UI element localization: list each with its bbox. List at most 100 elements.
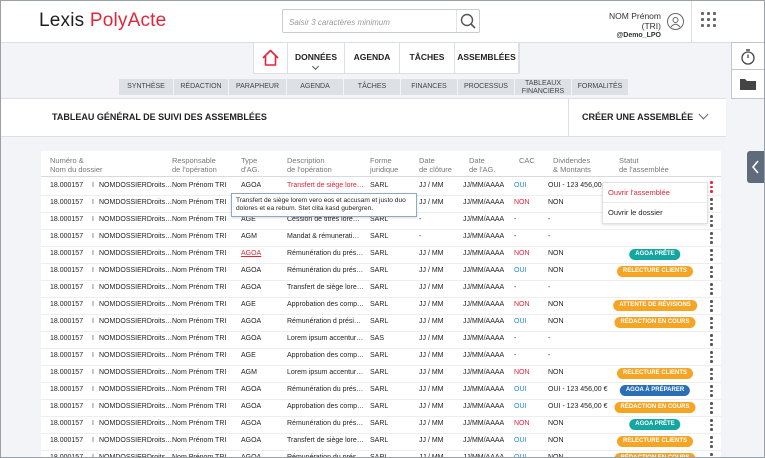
cell-cloture: JJ / MM bbox=[419, 335, 444, 342]
table-row[interactable]: 18.000157 I NOMDOSSIERDroits… Nom Prénom TR… bbox=[41, 365, 721, 383]
cell-cac: OUI bbox=[514, 403, 527, 410]
nav-tab-assemblees[interactable]: ASSEMBLÉES bbox=[455, 43, 519, 73]
cell-responsable: Nom Prénom TRI bbox=[172, 182, 227, 189]
table-row[interactable]: 18.000157 I NOMDOSSIERDroits… Nom Prénom TR… bbox=[41, 450, 721, 458]
row-actions-kebab-icon[interactable] bbox=[710, 198, 713, 210]
cell-forme: SARL bbox=[370, 267, 389, 274]
column-header-dividendes[interactable]: Dividendes & Montants bbox=[553, 156, 591, 174]
cell-description[interactable]: Transfert de siège lore… bbox=[287, 182, 364, 189]
column-header-cloture[interactable]: Date de clôture bbox=[419, 156, 452, 174]
cell-type: AGOA bbox=[241, 403, 262, 410]
table-row[interactable]: 18.000157 I NOMDOSSIERDroits… Nom Prénom TR… bbox=[41, 382, 721, 400]
home-icon[interactable] bbox=[254, 43, 288, 73]
kebab-dot bbox=[710, 436, 713, 439]
row-actions-kebab-icon[interactable] bbox=[710, 300, 713, 312]
cell-responsable: Nom Prénom TRI bbox=[172, 420, 227, 427]
nav-tab-taches[interactable]: TÂCHES bbox=[400, 43, 455, 73]
row-actions-kebab-icon[interactable] bbox=[710, 283, 713, 295]
subnav-item-synthese[interactable]: SYNTHÈSE bbox=[119, 79, 174, 95]
row-actions-kebab-icon[interactable] bbox=[710, 266, 713, 278]
cell-cloture: JJ / MM bbox=[419, 250, 444, 257]
row-actions-kebab-icon[interactable] bbox=[710, 453, 713, 457]
subnav-item-formalites[interactable]: FORMALITÉS bbox=[572, 79, 629, 95]
row-actions-kebab-icon[interactable] bbox=[710, 249, 713, 261]
cell-date-ag: JJ/MM/AAAA bbox=[463, 403, 505, 410]
open-assembly-menu-item[interactable]: Ouvrir l'assemblée bbox=[608, 188, 670, 197]
column-header-description[interactable]: Description de l'opération bbox=[287, 156, 332, 174]
table-row[interactable]: 18.000157 I NOMDOSSIERDroits… Nom Prénom TR… bbox=[41, 348, 721, 366]
subnav-item-redaction[interactable]: RÉDACTION bbox=[174, 79, 229, 95]
table-row[interactable]: 18.000157 I NOMDOSSIERDroits… Nom Prénom TR… bbox=[41, 280, 721, 298]
search-icon[interactable] bbox=[456, 10, 479, 32]
cell-separator: I bbox=[92, 250, 94, 257]
row-actions-kebab-icon[interactable] bbox=[710, 334, 713, 346]
subnav-item-parapheur[interactable]: PARAPHEUR bbox=[229, 79, 287, 95]
subnav-item-tableaux-financiers[interactable]: TABLEAUX FINANCIERS bbox=[515, 79, 572, 95]
cell-separator: I bbox=[92, 267, 94, 274]
kebab-dot bbox=[710, 215, 713, 218]
cell-numero: 18.000157 bbox=[50, 454, 84, 458]
cell-dividendes: OUI - 123 456,00 € bbox=[548, 182, 608, 189]
table-row[interactable]: 18.000157 I NOMDOSSIERDroits… Nom Prénom TR… bbox=[41, 399, 721, 417]
user-avatar-icon[interactable] bbox=[667, 13, 684, 30]
row-actions-kebab-icon[interactable] bbox=[710, 419, 713, 431]
column-header-type[interactable]: Type d'AG. bbox=[241, 156, 260, 174]
cell-numero: 18.000157 bbox=[50, 233, 84, 240]
column-header-responsable[interactable]: Responsable de l'opération bbox=[172, 156, 217, 174]
cell-dividendes: NON bbox=[548, 369, 564, 376]
table-row[interactable]: 18.000157 I NOMDOSSIERDroits… Nom Prénom TR… bbox=[41, 297, 721, 315]
app-logo[interactable]: Lexis PolyActe bbox=[39, 10, 166, 32]
nav-tab-agenda[interactable]: AGENDA bbox=[345, 43, 400, 73]
row-actions-kebab-icon[interactable] bbox=[710, 317, 713, 329]
kebab-dot bbox=[710, 283, 713, 286]
open-folder-menu-item[interactable]: Ouvrir le dossier bbox=[608, 208, 663, 217]
table-row[interactable]: 18.000157 I NOMDOSSIERDroits… Nom Prénom TR… bbox=[41, 331, 721, 349]
table-row[interactable]: 18.000157 I NOMDOSSIERDroits… Nom Prénom TR… bbox=[41, 314, 721, 332]
table-row[interactable]: 18.000157 I NOMDOSSIERDroits… Nom Prénom TR… bbox=[41, 229, 721, 247]
create-assembly-button[interactable]: CRÉER UNE ASSEMBLÉE bbox=[582, 112, 694, 122]
search-input[interactable] bbox=[287, 13, 451, 31]
kebab-dot bbox=[710, 287, 713, 290]
subnav-item-agenda[interactable]: AGENDA bbox=[287, 79, 344, 95]
cell-cloture: JJ / MM bbox=[419, 386, 444, 393]
column-header-date-ag[interactable]: Date de l'AG. bbox=[469, 156, 496, 174]
row-actions-kebab-icon[interactable] bbox=[710, 351, 713, 363]
nav-tab-donnees[interactable]: DONNÉES bbox=[288, 43, 345, 73]
side-panel-toggle[interactable] bbox=[747, 151, 764, 183]
subnav-item-taches[interactable]: TÂCHES bbox=[344, 79, 401, 95]
table-row[interactable]: 18.000157 I NOMDOSSIERDroits… Nom Prénom TR… bbox=[41, 212, 721, 230]
table-row[interactable]: 18.000157 I NOMDOSSIERDroits… Nom Prénom TR… bbox=[41, 433, 721, 451]
cell-cloture: JJ / MM bbox=[419, 199, 444, 206]
row-actions-kebab-icon[interactable] bbox=[710, 385, 713, 397]
row-actions-kebab-icon[interactable] bbox=[710, 181, 713, 193]
column-header-numero[interactable]: Numéro & Nom du dossier bbox=[50, 156, 103, 174]
row-actions-kebab-icon[interactable] bbox=[710, 368, 713, 380]
table-row[interactable]: 18.000157 I NOMDOSSIERDroits… Nom Prénom TR… bbox=[41, 263, 721, 281]
kebab-dot bbox=[710, 236, 713, 239]
user-info[interactable]: NOM Prénom (TRI) @Demo_LPO bbox=[591, 11, 661, 39]
subnav-item-processus[interactable]: PROCESSUS bbox=[458, 79, 515, 95]
column-header-cac[interactable]: CAC bbox=[519, 156, 535, 165]
table-row[interactable]: 18.000157 I NOMDOSSIERDroits… Nom Prénom TR… bbox=[41, 416, 721, 434]
cell-dossier: NOMDOSSIERDroits… bbox=[99, 369, 173, 376]
cell-responsable: Nom Prénom TRI bbox=[172, 216, 227, 223]
cell-numero: 18.000157 bbox=[50, 199, 84, 206]
subnav-item-finances[interactable]: FINANCES bbox=[401, 79, 458, 95]
apps-grid-icon[interactable] bbox=[701, 12, 717, 28]
table-row[interactable]: 18.000157 I NOMDOSSIERDroits… Nom Prénom TR… bbox=[41, 246, 721, 264]
cell-cloture: JJ / MM bbox=[419, 182, 444, 189]
column-header-statut[interactable]: Statut de l'assemblée bbox=[619, 156, 669, 174]
stopwatch-button[interactable] bbox=[731, 42, 764, 72]
row-actions-kebab-icon[interactable] bbox=[710, 232, 713, 244]
cell-dossier: NOMDOSSIERDroits… bbox=[99, 420, 173, 427]
folder-button[interactable] bbox=[731, 69, 764, 99]
row-actions-kebab-icon[interactable] bbox=[710, 436, 713, 448]
row-actions-kebab-icon[interactable] bbox=[710, 402, 713, 414]
row-actions-kebab-icon[interactable] bbox=[710, 215, 713, 227]
cell-description: Approbation des comp… bbox=[287, 301, 365, 308]
kebab-dot bbox=[710, 198, 713, 201]
column-header-forme[interactable]: Forme juridique bbox=[370, 156, 399, 174]
chevron-down-icon[interactable] bbox=[698, 109, 709, 120]
cell-cac: - bbox=[514, 216, 517, 223]
cell-responsable: Nom Prénom TRI bbox=[172, 335, 227, 342]
